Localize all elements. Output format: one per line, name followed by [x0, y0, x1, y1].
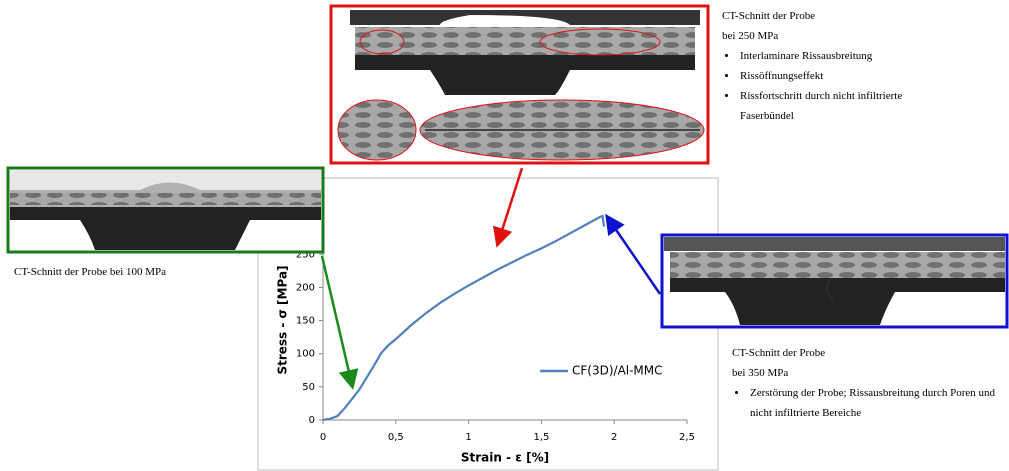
- bullet: Rissfortschritt durch nicht infiltrierte…: [738, 86, 955, 126]
- legend-label: CF(3D)/Al-MMC: [572, 364, 663, 378]
- y-tick-label: 100: [296, 349, 315, 360]
- x-tick-label: 2: [611, 432, 617, 443]
- ct-image-350: [662, 235, 1007, 327]
- ct-image-250: [331, 6, 708, 163]
- page: 05010015020025030035000,511,522,5Strain …: [0, 0, 1009, 471]
- ct-image-100: [8, 168, 323, 252]
- x-tick-label: 2,5: [679, 432, 695, 443]
- y-axis-label: Stress - σ [MPa]: [276, 265, 290, 374]
- annotation-top: CT-Schnitt der Probe bei 250 MPa Interla…: [722, 6, 982, 126]
- y-tick-label: 50: [302, 382, 315, 393]
- x-tick-label: 1,5: [533, 432, 549, 443]
- x-tick-label: 0: [320, 432, 326, 443]
- x-axis-label: Strain - ε [%]: [461, 451, 549, 465]
- chart-frame: [258, 178, 718, 470]
- y-tick-label: 200: [296, 282, 315, 293]
- y-tick-label: 150: [296, 316, 315, 327]
- bullet: Rissöffnungseffekt: [738, 66, 982, 86]
- annotation-text: CT-Schnitt der Probe: [732, 343, 1009, 363]
- y-tick-label: 0: [309, 415, 315, 426]
- x-tick-label: 0,5: [388, 432, 404, 443]
- annotation-text: bei 250 MPa: [722, 26, 982, 46]
- bullet-list: Zerstörung der Probe; Rissausbreitung du…: [732, 383, 1009, 423]
- annotation-right: CT-Schnitt der Probe bei 350 MPa Zerstör…: [732, 343, 1009, 423]
- annotation-text: CT-Schnitt der Probe: [722, 6, 982, 26]
- bullet: Zerstörung der Probe; Rissausbreitung du…: [748, 383, 1009, 423]
- annotation-left: CT-Schnitt der Probe bei 100 MPa: [14, 262, 166, 282]
- x-tick-label: 1: [465, 432, 471, 443]
- annotation-text: bei 350 MPa: [732, 363, 1009, 383]
- bullet-list: Interlaminare Rissausbreitung Rissöffnun…: [722, 46, 982, 126]
- bullet: Interlaminare Rissausbreitung: [738, 46, 982, 66]
